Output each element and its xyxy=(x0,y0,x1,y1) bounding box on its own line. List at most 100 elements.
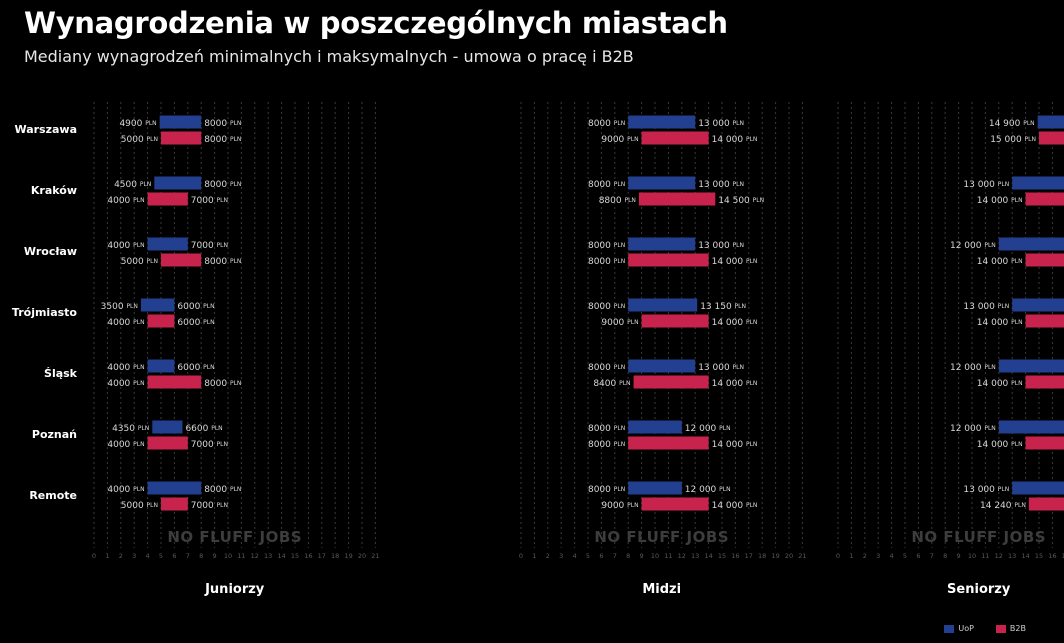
max-value-label: 8000 PLN xyxy=(204,485,241,495)
x-tick-label: 14 xyxy=(704,552,712,560)
x-tick-label: 17 xyxy=(318,552,326,560)
x-tick-label: 12 xyxy=(678,552,686,560)
legend-label-uop: UoP xyxy=(958,624,974,633)
x-tick-label: 15 xyxy=(718,552,726,560)
bar-b2b xyxy=(161,497,188,511)
min-value-label: 8000 PLN xyxy=(588,257,625,267)
bar-b2b xyxy=(1025,436,1064,450)
x-tick-label: 6 xyxy=(916,552,920,560)
min-value-label: 8000 PLN xyxy=(588,485,625,495)
city-label: Śląsk xyxy=(44,367,78,380)
min-value-label: 8000 PLN xyxy=(588,180,625,190)
min-value-label: 8000 PLN xyxy=(588,241,625,251)
x-tick-label: 16 xyxy=(1048,552,1056,560)
x-tick-label: 19 xyxy=(344,552,352,560)
min-value-label: 13 000 PLN xyxy=(963,302,1009,312)
bar-uop xyxy=(147,481,202,495)
x-tick-label: 2 xyxy=(863,552,867,560)
max-value-label: 6600 PLN xyxy=(185,424,222,434)
x-tick-label: 6 xyxy=(172,552,176,560)
max-value-label: 14 000 PLN xyxy=(712,135,758,145)
x-tick-label: 18 xyxy=(331,552,339,560)
max-value-label: 13 000 PLN xyxy=(698,241,744,251)
bar-b2b xyxy=(1028,497,1064,511)
min-value-label: 4000 PLN xyxy=(107,379,144,389)
bar-uop xyxy=(1012,298,1064,312)
x-tick-label: 7 xyxy=(613,552,617,560)
legend: UoP B2B xyxy=(944,624,1026,633)
x-tick-label: 0 xyxy=(519,552,523,560)
city-label: Wrocław xyxy=(24,245,77,258)
max-value-label: 6000 PLN xyxy=(177,318,214,328)
x-tick-label: 2 xyxy=(546,552,550,560)
bar-b2b xyxy=(161,253,202,267)
bar-uop xyxy=(147,359,175,373)
bar-uop xyxy=(998,420,1064,434)
min-value-label: 13 000 PLN xyxy=(963,485,1009,495)
bar-b2b xyxy=(641,314,709,328)
x-tick-label: 4 xyxy=(146,552,150,560)
bar-b2b xyxy=(147,436,188,450)
city-label: Trójmiasto xyxy=(12,306,78,319)
bar-b2b xyxy=(1025,192,1064,206)
x-tick-label: 0 xyxy=(836,552,840,560)
bar-b2b xyxy=(1039,131,1064,145)
min-value-label: 8400 PLN xyxy=(593,379,630,389)
legend-swatch-uop xyxy=(944,624,955,633)
min-value-label: 4000 PLN xyxy=(107,485,144,495)
x-tick-label: 16 xyxy=(731,552,739,560)
max-value-label: 12 000 PLN xyxy=(685,485,731,495)
x-tick-label: 20 xyxy=(358,552,366,560)
city-label: Kraków xyxy=(31,184,77,197)
x-tick-label: 4 xyxy=(573,552,577,560)
x-tick-label: 10 xyxy=(224,552,232,560)
x-tick-label: 7 xyxy=(930,552,934,560)
min-value-label: 4000 PLN xyxy=(107,318,144,328)
legend-swatch-b2b xyxy=(995,624,1006,633)
max-value-label: 14 000 PLN xyxy=(712,501,758,511)
max-value-label: 6000 PLN xyxy=(177,363,214,373)
x-tick-label: 4 xyxy=(890,552,894,560)
page-title: Wynagrodzenia w poszczególnych miastach xyxy=(24,6,728,40)
x-tick-label: 9 xyxy=(640,552,644,560)
max-value-label: 8000 PLN xyxy=(204,180,241,190)
x-tick-label: 14 xyxy=(1021,552,1029,560)
max-value-label: 12 000 PLN xyxy=(685,424,731,434)
min-value-label: 14 900 PLN xyxy=(989,119,1035,129)
x-tick-label: 3 xyxy=(559,552,563,560)
city-label: Warszawa xyxy=(14,123,77,136)
bar-uop xyxy=(159,115,202,129)
bar-b2b xyxy=(161,131,202,145)
x-tick-label: 12 xyxy=(995,552,1003,560)
min-value-label: 8000 PLN xyxy=(588,363,625,373)
min-value-label: 14 000 PLN xyxy=(977,196,1023,206)
panel-title: Midzi xyxy=(642,582,681,597)
max-value-label: 13 000 PLN xyxy=(698,180,744,190)
x-tick-label: 10 xyxy=(651,552,659,560)
min-value-label: 14 000 PLN xyxy=(977,440,1023,450)
legend-label-b2b: B2B xyxy=(1009,624,1026,633)
max-value-label: 8000 PLN xyxy=(204,135,241,145)
min-value-label: 9000 PLN xyxy=(601,135,638,145)
min-value-label: 4000 PLN xyxy=(107,440,144,450)
bar-b2b xyxy=(1025,253,1064,267)
max-value-label: 14 000 PLN xyxy=(712,257,758,267)
x-tick-label: 12 xyxy=(251,552,259,560)
x-tick-label: 1 xyxy=(105,552,109,560)
max-value-label: 6000 PLN xyxy=(177,302,214,312)
bar-b2b xyxy=(1025,375,1064,389)
min-value-label: 5000 PLN xyxy=(121,501,158,511)
bar-b2b xyxy=(147,314,175,328)
watermark-logo: NO FLUFF JOBS xyxy=(911,528,1046,546)
min-value-label: 8000 PLN xyxy=(588,440,625,450)
watermark-logo: NO FLUFF JOBS xyxy=(594,528,729,546)
x-tick-label: 18 xyxy=(758,552,766,560)
city-label: Poznań xyxy=(32,428,77,441)
min-value-label: 8000 PLN xyxy=(588,119,625,129)
page-subtitle: Mediany wynagrodzeń minimalnych i maksym… xyxy=(24,47,634,66)
bar-b2b xyxy=(628,253,709,267)
max-value-label: 7000 PLN xyxy=(191,501,228,511)
max-value-label: 8000 PLN xyxy=(204,379,241,389)
x-tick-label: 11 xyxy=(981,552,989,560)
min-value-label: 9000 PLN xyxy=(601,501,638,511)
